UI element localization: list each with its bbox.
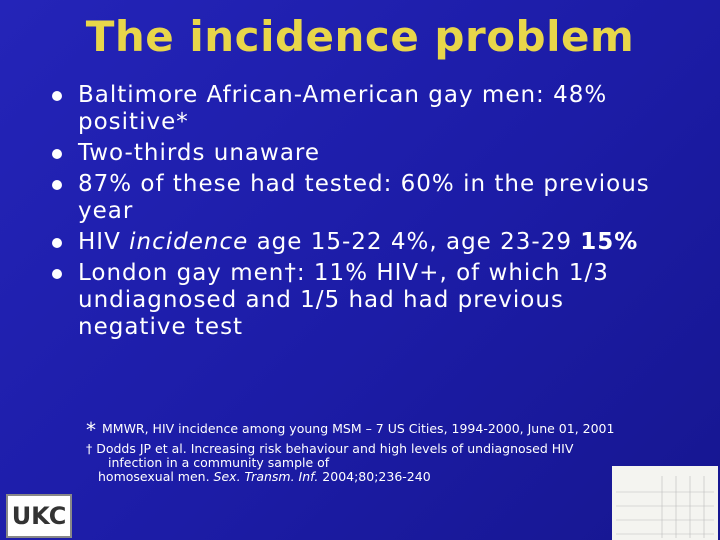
- footnote-text: 2004;80;236-240: [318, 469, 431, 484]
- bullet-text: 87% of these had tested: 60% in the prev…: [78, 171, 650, 224]
- footnote-text: MMWR, HIV incidence among young MSM – 7 …: [102, 421, 615, 436]
- bullet-text: age 15-22 4%, age 23-29: [248, 229, 581, 255]
- bullet-list: Baltimore African-American gay men: 48% …: [50, 82, 670, 345]
- bullet: London gay men†: 11% HIV+, of which 1/3 …: [50, 260, 670, 341]
- bullet: 87% of these had tested: 60% in the prev…: [50, 171, 670, 225]
- bullet-text: London gay men†: 11% HIV+, of which 1/3 …: [78, 260, 609, 340]
- title: The incidence problem: [85, 12, 635, 61]
- footnote: † Dodds JP et al. Increasing risk behavi…: [86, 442, 573, 484]
- table-thumbnail: [612, 466, 718, 540]
- footnote-text: Sex. Transm. Inf.: [213, 469, 319, 484]
- logo-text: UKC: [11, 502, 67, 530]
- bullet: Two-thirds unaware: [50, 140, 670, 167]
- footnote-text: † Dodds JP et al. Increasing risk behavi…: [86, 441, 574, 456]
- thumbnail-bg: [612, 466, 718, 540]
- thumbnail-grid: [616, 476, 714, 538]
- footnote-text: homosexual men.: [98, 469, 214, 484]
- footnote-mark: *: [86, 418, 96, 442]
- footnote: * MMWR, HIV incidence among young MSM – 7…: [86, 418, 614, 442]
- bullet-text: Two-thirds unaware: [78, 140, 321, 166]
- logo: UKC: [6, 494, 72, 538]
- bullet-text: 15%: [580, 229, 639, 255]
- footnote-line: homosexual men. Sex. Transm. Inf. 2004;8…: [86, 470, 573, 484]
- bullet: Baltimore African-American gay men: 48% …: [50, 82, 670, 136]
- bullet: HIV incidence age 15-22 4%, age 23-29 15…: [50, 229, 670, 256]
- footnote-text: infection in a community sample of: [108, 455, 330, 470]
- bullet-text: Baltimore African-American gay men: 48% …: [78, 82, 608, 135]
- bullet-text: incidence: [129, 229, 249, 255]
- bullet-text: HIV: [78, 229, 130, 255]
